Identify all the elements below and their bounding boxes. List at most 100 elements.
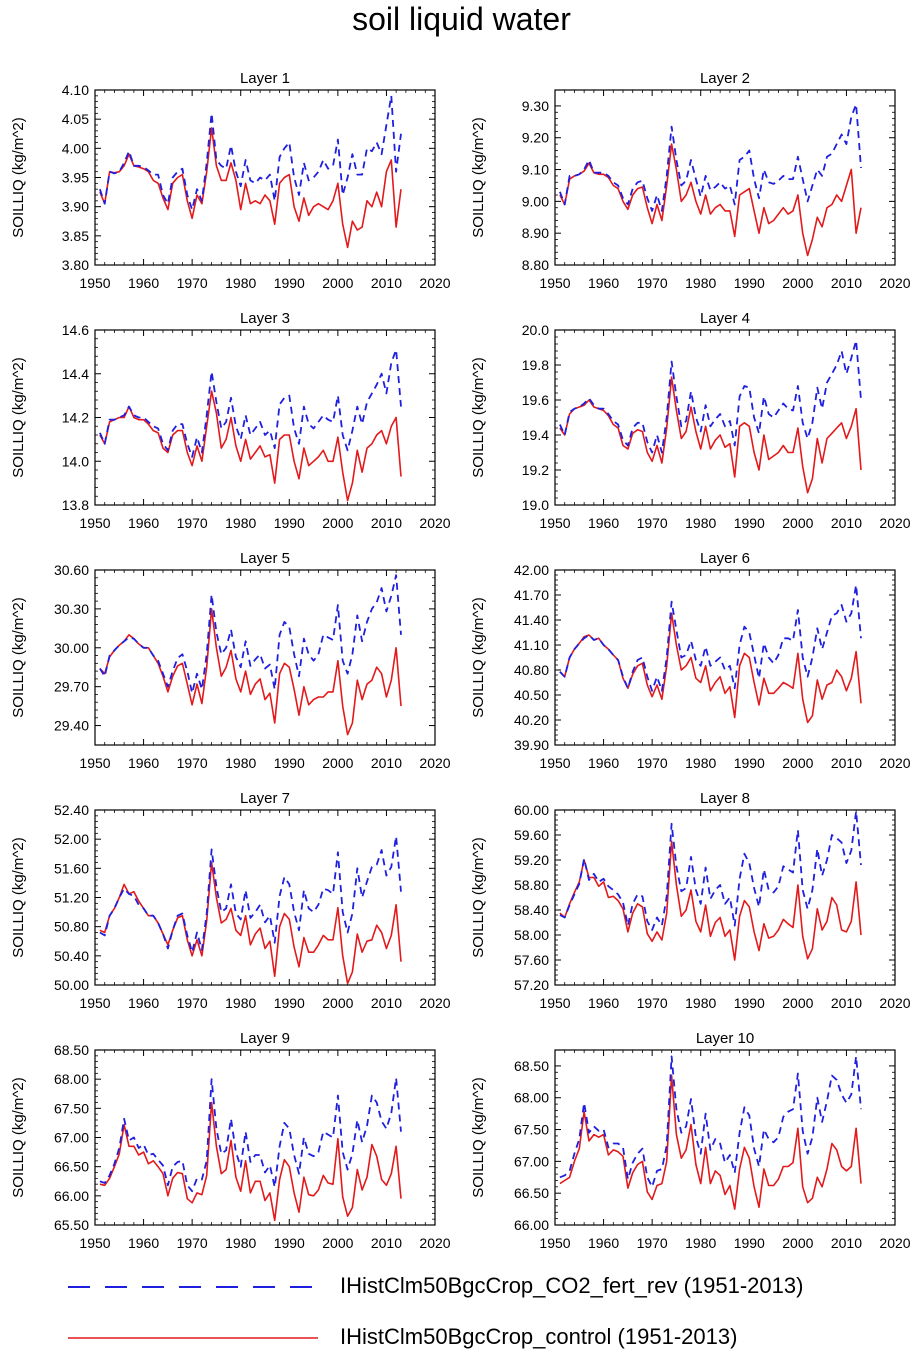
- y-tick-label: 8.80: [522, 257, 549, 273]
- y-axis-label: SOILLIQ (kg/m^2): [470, 597, 487, 717]
- x-tick-label: 2000: [782, 755, 813, 771]
- y-axis-label: SOILLIQ (kg/m^2): [10, 357, 27, 477]
- panel-title: Layer 1: [240, 70, 290, 87]
- y-axis-label: SOILLIQ (kg/m^2): [10, 837, 27, 957]
- x-tick-label: 1970: [177, 1235, 208, 1251]
- panel-7: Layer 7 SOILLIQ (kg/m^2) 50.00 50.40 50.80 51…: [10, 790, 451, 1011]
- x-tick-label: 1950: [79, 995, 110, 1011]
- plot-frame: [554, 329, 896, 506]
- y-tick-label: 4.00: [62, 140, 89, 156]
- x-tick-label: 2010: [831, 275, 862, 291]
- y-tick-label: 57.20: [514, 977, 549, 993]
- legend-entry-co2-fert-rev: IHistClm50BgcCrop_CO2_fert_rev (1951-201…: [0, 1269, 923, 1305]
- y-axis-label: SOILLIQ (kg/m^2): [470, 117, 487, 237]
- y-axis-label: SOILLIQ (kg/m^2): [10, 1077, 27, 1197]
- x-tick-label: 2020: [879, 1235, 910, 1251]
- y-tick-label: 57.60: [514, 952, 549, 968]
- x-tick-label: 1950: [79, 755, 110, 771]
- x-tick-label: 1950: [539, 995, 570, 1011]
- series-line-control: [559, 1074, 862, 1210]
- x-tick-label: 2020: [879, 755, 910, 771]
- x-tick-label: 1990: [274, 995, 305, 1011]
- series-line-co2-fert-rev: [559, 1055, 862, 1188]
- panel-title: Layer 2: [700, 70, 750, 87]
- legend-entry-control: IHistClm50BgcCrop_control (1951-2013): [0, 1320, 923, 1356]
- legend-label: IHistClm50BgcCrop_CO2_fert_rev (1951-201…: [340, 1273, 804, 1298]
- x-tick-label: 2000: [322, 995, 353, 1011]
- series-line-co2-fert-rev: [99, 835, 402, 954]
- y-tick-label: 30.00: [54, 640, 89, 656]
- panel-title: Layer 9: [240, 1030, 290, 1047]
- x-tick-label: 2010: [371, 1235, 402, 1251]
- series-line-control: [559, 376, 862, 494]
- series-line-control: [99, 861, 402, 985]
- y-tick-label: 66.00: [514, 1217, 549, 1233]
- panel-1: Layer 1 SOILLIQ (kg/m^2) 3.80 3.85 3.90 3.95 4…: [10, 70, 451, 291]
- y-tick-label: 41.10: [514, 637, 549, 653]
- y-tick-label: 59.20: [514, 852, 549, 868]
- y-tick-label: 67.50: [54, 1100, 89, 1116]
- y-tick-label: 66.50: [514, 1185, 549, 1201]
- y-tick-label: 14.2: [62, 410, 89, 426]
- x-tick-label: 2010: [371, 755, 402, 771]
- y-tick-label: 19.4: [522, 427, 549, 443]
- y-tick-label: 3.85: [62, 228, 89, 244]
- y-tick-label: 42.00: [514, 562, 549, 578]
- x-tick-label: 1950: [539, 1235, 570, 1251]
- x-tick-label: 1960: [588, 995, 619, 1011]
- y-tick-label: 68.00: [514, 1090, 549, 1106]
- x-tick-label: 1960: [128, 1235, 159, 1251]
- x-tick-label: 1950: [79, 515, 110, 531]
- x-tick-label: 2010: [831, 755, 862, 771]
- x-tick-label: 2020: [879, 275, 910, 291]
- x-tick-label: 1980: [225, 755, 256, 771]
- y-tick-label: 19.8: [522, 357, 549, 373]
- y-tick-label: 40.20: [514, 712, 549, 728]
- x-tick-label: 2020: [419, 755, 450, 771]
- y-tick-label: 66.50: [54, 1159, 89, 1175]
- y-tick-label: 60.00: [514, 802, 549, 818]
- series-line-co2-fert-rev: [99, 574, 402, 694]
- x-tick-label: 1990: [734, 275, 765, 291]
- panel-4: Layer 4 SOILLIQ (kg/m^2) 19.0 19.2 19.4 19.6 1…: [470, 310, 911, 531]
- plot-frame: [554, 569, 896, 746]
- panel-title: Layer 3: [240, 310, 290, 327]
- y-tick-label: 19.6: [522, 392, 549, 408]
- x-tick-label: 1980: [685, 995, 716, 1011]
- panel-9: Layer 9 SOILLIQ (kg/m^2) 65.50 66.00 66.50 67…: [10, 1030, 451, 1251]
- y-tick-label: 58.00: [514, 927, 549, 943]
- x-tick-label: 1970: [637, 1235, 668, 1251]
- x-tick-label: 2020: [419, 1235, 450, 1251]
- y-tick-label: 4.05: [62, 111, 89, 127]
- series-line-control: [559, 143, 862, 257]
- x-tick-label: 2020: [419, 515, 450, 531]
- y-tick-label: 29.70: [54, 679, 89, 695]
- x-tick-label: 1970: [177, 755, 208, 771]
- x-tick-label: 1970: [637, 515, 668, 531]
- x-tick-label: 1990: [734, 515, 765, 531]
- legend-swatch-dashed: [68, 1286, 318, 1288]
- x-tick-label: 1970: [177, 995, 208, 1011]
- y-tick-label: 8.90: [522, 225, 549, 241]
- plot-frame: [554, 1049, 896, 1226]
- panel-title: Layer 5: [240, 550, 290, 567]
- plot-frame: [94, 89, 436, 266]
- x-tick-label: 1950: [539, 755, 570, 771]
- x-tick-label: 1950: [539, 515, 570, 531]
- x-tick-label: 1950: [79, 1235, 110, 1251]
- y-tick-label: 66.00: [54, 1188, 89, 1204]
- x-tick-label: 2000: [322, 515, 353, 531]
- y-tick-label: 19.2: [522, 462, 549, 478]
- series-line-control: [99, 608, 402, 736]
- x-tick-label: 1990: [734, 995, 765, 1011]
- x-tick-label: 1980: [685, 515, 716, 531]
- x-tick-label: 1970: [177, 275, 208, 291]
- x-tick-label: 1990: [734, 1235, 765, 1251]
- y-tick-label: 3.95: [62, 170, 89, 186]
- x-tick-label: 2020: [879, 515, 910, 531]
- y-tick-label: 14.6: [62, 322, 89, 338]
- x-tick-label: 1950: [539, 275, 570, 291]
- plot-frame: [94, 569, 436, 746]
- x-tick-label: 2000: [322, 755, 353, 771]
